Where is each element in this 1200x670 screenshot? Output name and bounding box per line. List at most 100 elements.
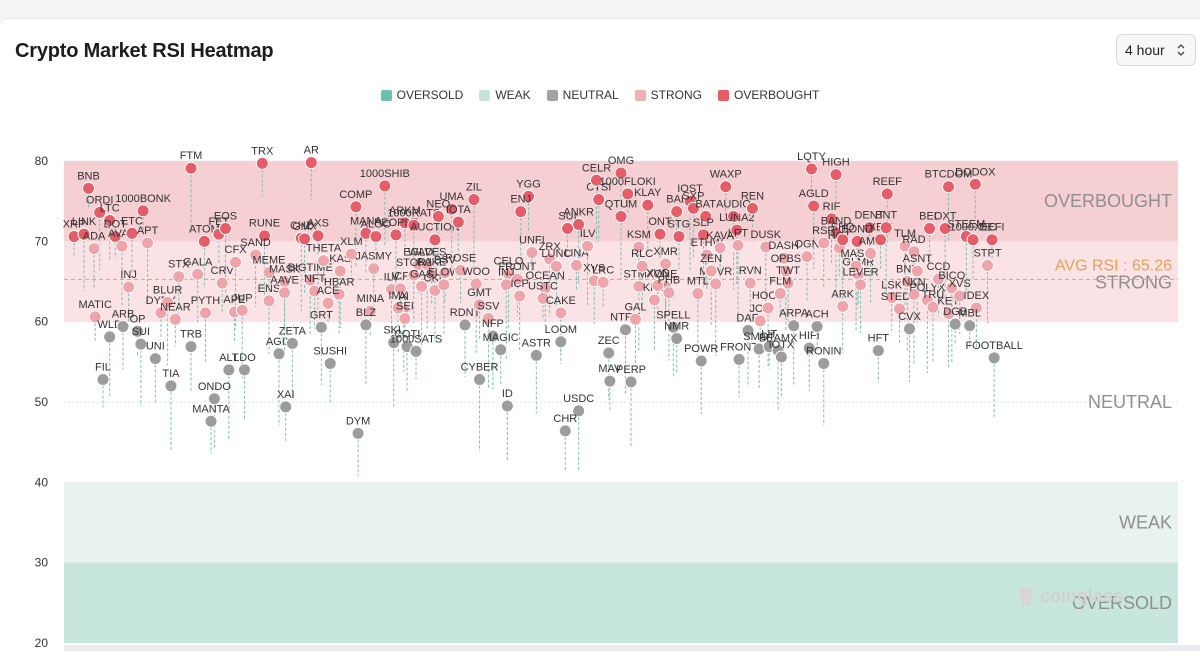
point-label: SEI	[396, 300, 414, 312]
point-label: ZEN	[700, 253, 722, 265]
chart-scroll-bar[interactable]	[64, 645, 1200, 651]
point-ygg	[522, 189, 536, 203]
point-kas	[333, 264, 347, 278]
zone-label-neutral: NEUTRAL	[1088, 392, 1172, 412]
point-label: LUNC	[541, 248, 571, 260]
zone-oversold	[64, 562, 1178, 643]
point-label: LDO	[233, 352, 256, 364]
y-tick-label: 80	[35, 154, 49, 168]
point-label: ILV	[384, 272, 400, 284]
point-label: RSR	[812, 225, 835, 237]
zone-label-overbought: OVERBOUGHT	[1044, 191, 1172, 211]
point-label: ADA	[83, 231, 106, 243]
point-chr	[558, 424, 572, 438]
legend-item-neutral[interactable]: NEUTRAL	[546, 88, 619, 102]
point-auction	[428, 233, 442, 247]
point-ordi	[93, 205, 107, 219]
point-stpt	[981, 258, 995, 272]
point-label: BTCDOM	[925, 169, 973, 181]
point-tia	[164, 379, 178, 393]
point-label: STORJ	[396, 257, 432, 269]
point-label: INJ	[120, 269, 137, 281]
legend-label: OVERBOUGHT	[734, 88, 820, 102]
point-label: UNFI	[519, 235, 545, 247]
point-label: COMP	[339, 189, 372, 201]
point-luna2	[730, 223, 744, 237]
point-label: BAKE	[417, 256, 446, 268]
point-label: SMOT	[743, 331, 775, 343]
point-label: HFT	[868, 333, 890, 345]
point-ntrn	[618, 323, 632, 337]
point-ogn	[800, 250, 814, 264]
point-label: NFP	[482, 318, 504, 330]
point-op	[131, 324, 145, 338]
point-sui	[134, 337, 148, 351]
point-xvs	[953, 289, 967, 303]
point-label: CHR	[553, 413, 577, 425]
point-label: OXT	[934, 210, 957, 222]
point-label: SUI	[558, 210, 576, 222]
point-label: SLP	[693, 217, 714, 229]
point-label: 1000SATS	[390, 333, 442, 345]
point-sushi	[323, 356, 337, 370]
point-sand	[249, 248, 263, 262]
point-lever	[854, 278, 868, 292]
point-ccd	[931, 272, 945, 286]
point-rsr	[817, 236, 831, 250]
point-label: FRONT	[498, 261, 536, 273]
point-label: MASK	[840, 248, 872, 260]
point-rune	[258, 229, 272, 243]
point-avax	[115, 239, 129, 253]
point-label: DOT	[104, 219, 128, 231]
point-1000xec	[966, 233, 980, 247]
point-dash	[777, 251, 791, 265]
point-label: MINA	[357, 293, 385, 305]
legend-item-oversold[interactable]: OVERSOLD	[380, 88, 463, 102]
point-label: CELR	[582, 162, 611, 174]
point-label: OPBS	[771, 253, 802, 265]
point-rif	[825, 212, 839, 226]
legend-item-overbought[interactable]: OVERBOUGHT	[718, 88, 819, 102]
point-nft	[308, 284, 322, 298]
point-label: CHZ	[290, 220, 313, 232]
point-comp	[349, 200, 363, 214]
point-sho	[836, 233, 850, 247]
point-label: AXS	[307, 218, 329, 230]
point-label: TIA	[162, 368, 180, 380]
point-label: SXP	[682, 190, 704, 202]
point-label: COTI	[394, 329, 420, 341]
point-hbar	[332, 287, 346, 301]
legend-item-strong[interactable]: STRONG	[634, 88, 702, 102]
point-flow	[437, 278, 451, 292]
point-label: ORDI	[86, 194, 114, 206]
point-label: CELO	[494, 255, 524, 267]
point-matic	[88, 310, 102, 324]
point-label: SUI	[132, 326, 150, 338]
point-label: POWR	[684, 343, 718, 355]
point-ont	[653, 227, 667, 241]
point-label: USTC	[528, 280, 558, 292]
point-oxt	[938, 221, 952, 235]
point-label: APE	[223, 294, 245, 306]
point-bigtime	[303, 273, 317, 287]
point-label: 1000SHIB	[360, 168, 410, 180]
point-label: AAVE	[270, 275, 299, 287]
point-label: OP	[130, 313, 146, 325]
point-bico	[945, 281, 959, 295]
point-label: MAGIC	[483, 332, 519, 344]
point-icp	[513, 289, 527, 303]
point-gal	[628, 312, 642, 326]
point-label: LSK	[881, 280, 902, 292]
point-cake	[554, 306, 568, 320]
point-ronin	[817, 356, 831, 370]
point-kava	[713, 241, 727, 255]
point-label: ENJ	[510, 194, 531, 206]
point-label: JUP	[232, 292, 253, 304]
timeframe-select[interactable]: 4 hour	[1116, 34, 1196, 66]
point-label: XVS	[949, 278, 971, 290]
point-zeta	[285, 336, 299, 350]
point-waxp	[719, 180, 733, 194]
legend-item-weak[interactable]: WEAK	[479, 88, 531, 102]
point-label: BOND	[841, 223, 873, 235]
